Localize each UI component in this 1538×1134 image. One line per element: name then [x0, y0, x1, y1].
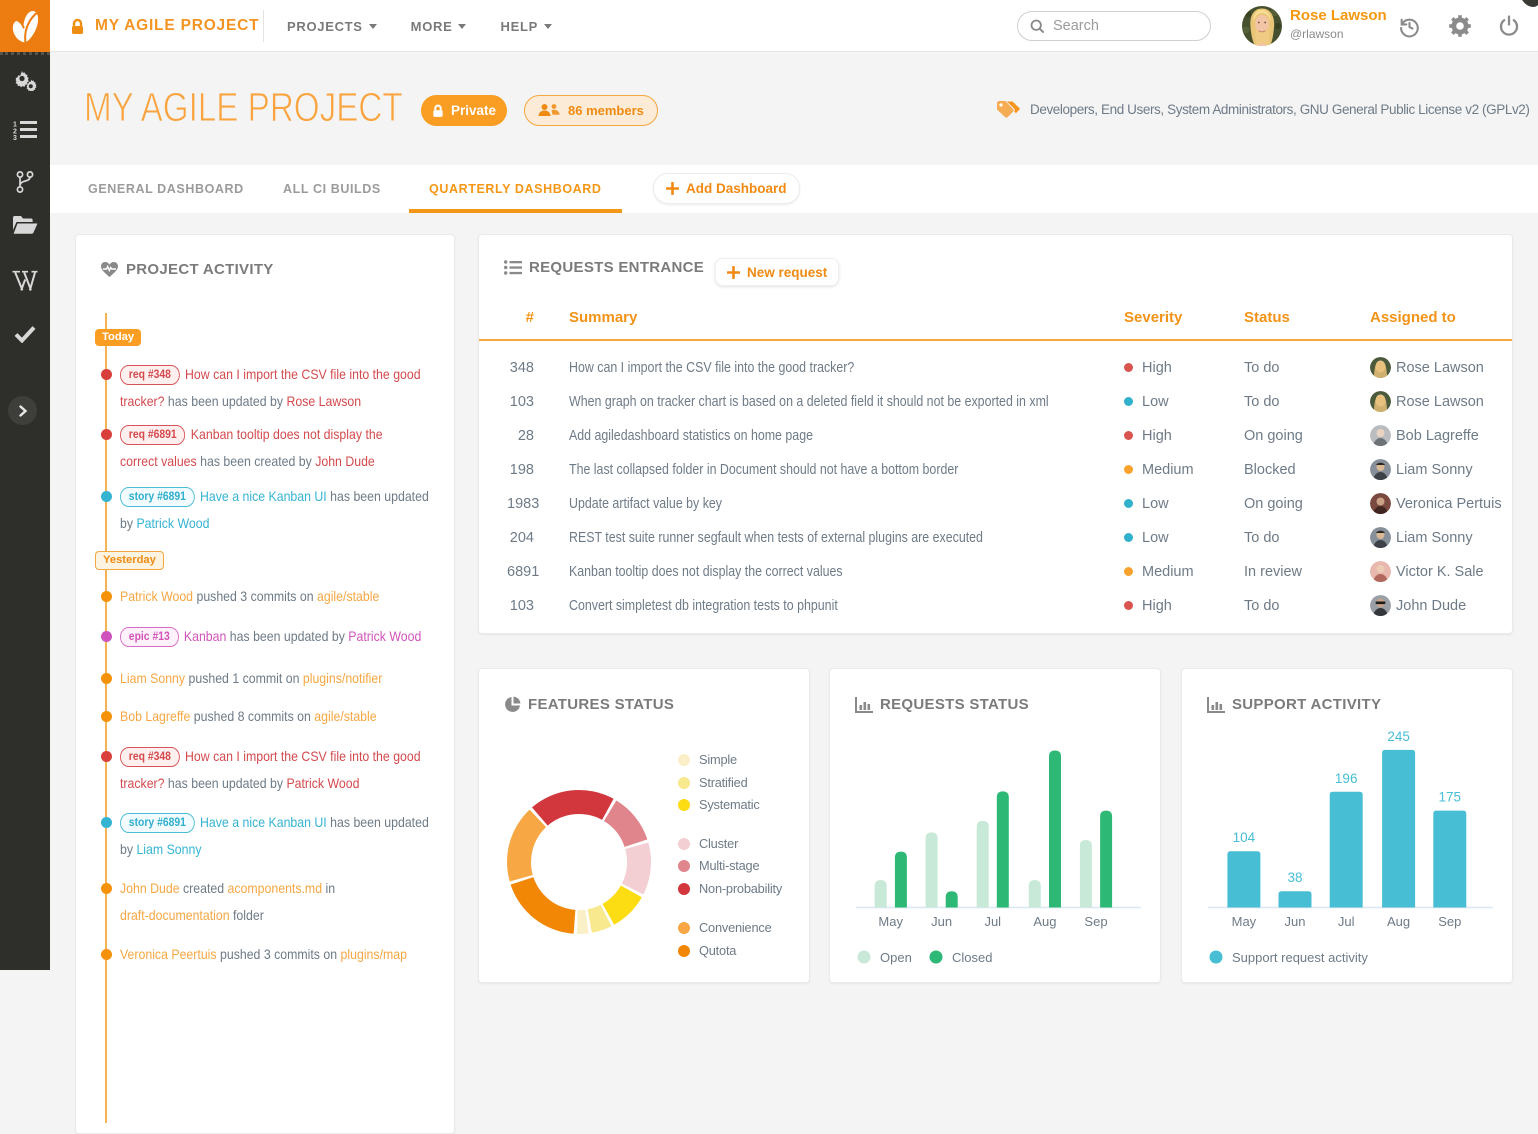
svg-text:1: 1 — [13, 122, 17, 129]
svg-text:Jun: Jun — [1285, 914, 1306, 929]
svg-text:May: May — [1232, 914, 1257, 929]
svg-text:Aug: Aug — [1387, 914, 1410, 929]
svg-text:Jun: Jun — [931, 914, 952, 929]
svg-text:245: 245 — [1387, 729, 1410, 744]
svg-text:Sep: Sep — [1438, 914, 1461, 929]
svg-text:175: 175 — [1439, 790, 1462, 805]
svg-text:May: May — [878, 914, 903, 929]
svg-text:104: 104 — [1233, 830, 1256, 845]
svg-text:Jul: Jul — [984, 914, 1001, 929]
svg-text:2: 2 — [13, 129, 17, 136]
svg-text:196: 196 — [1335, 771, 1358, 786]
svg-text:3: 3 — [13, 135, 17, 140]
svg-text:Closed: Closed — [952, 950, 992, 965]
svg-text:Sep: Sep — [1084, 914, 1107, 929]
svg-text:Aug: Aug — [1033, 914, 1056, 929]
svg-text:Support request activity: Support request activity — [1232, 950, 1368, 965]
svg-text:Open: Open — [880, 950, 912, 965]
svg-text:Jul: Jul — [1338, 914, 1355, 929]
svg-text:38: 38 — [1287, 870, 1302, 885]
